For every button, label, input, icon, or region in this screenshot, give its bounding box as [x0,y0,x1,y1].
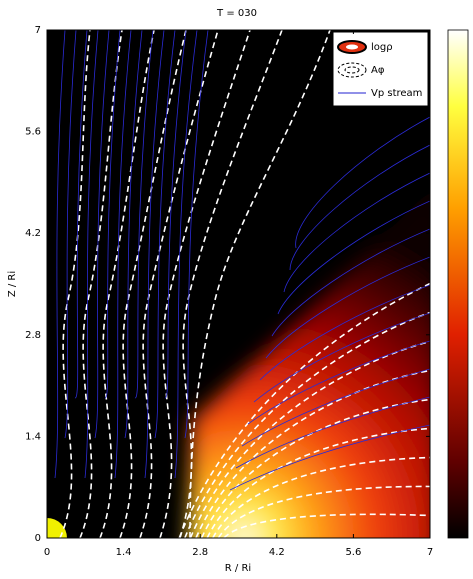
x-tick-label: 1.4 [116,547,132,558]
x-tick-label: 4.2 [269,547,285,558]
y-tick-label: 4.2 [25,228,41,239]
y-tick-label: 1.4 [25,431,41,442]
legend-label: Aφ [371,65,385,76]
x-tick-label: 5.6 [345,547,361,558]
colorbar [448,30,468,538]
legend-swatch [346,45,358,50]
y-tick-label: 2.8 [25,330,41,341]
legend-label: Vp stream [371,88,422,99]
x-tick-label: 2.8 [192,547,208,558]
y-tick-label: 7 [35,25,41,36]
x-tick-label: 0 [44,547,50,558]
x-tick-label: 7 [427,547,433,558]
y-tick-label: 5.6 [25,127,41,138]
chart-title: T = 030 [216,8,257,19]
y-axis-label: Z / Ri [7,271,18,297]
legend: logρ Aφ Vp stream [333,32,428,106]
chart: T = 030 logρ Aφ Vp stream R / Ri Z / Ri … [0,0,473,579]
x-axis-label: R / Ri [225,563,251,574]
y-tick-label: 0 [35,533,41,544]
legend-label: logρ [371,42,393,53]
plot-area [27,30,440,560]
